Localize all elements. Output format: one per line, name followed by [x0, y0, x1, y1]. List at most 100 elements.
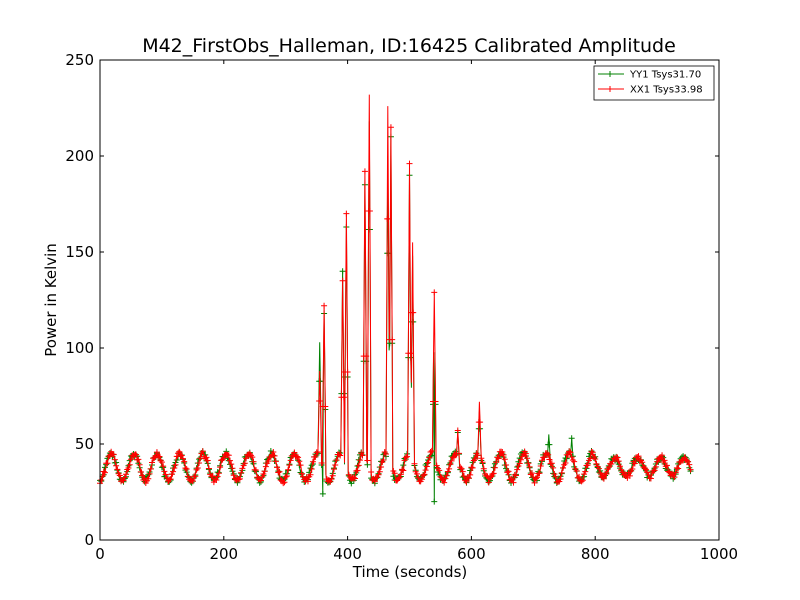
plot-area: 0 200 400 600 800 1000 0 50 100 150 200 250: [65, 51, 738, 563]
data-point: [333, 457, 340, 464]
y-tick-label: 0: [84, 531, 94, 549]
data-point: [415, 474, 422, 481]
data-point: [421, 471, 428, 478]
data-point: [685, 458, 692, 465]
data-point: [526, 463, 533, 470]
data-point: [568, 454, 575, 461]
x-tick-label: 800: [581, 545, 610, 563]
data-point: [153, 449, 160, 456]
data-point: [406, 160, 413, 167]
data-point: [151, 454, 158, 461]
data-point: [516, 460, 523, 467]
data-point: [664, 462, 671, 469]
data-point: [217, 464, 224, 471]
data-point: [339, 277, 346, 284]
data-point: [423, 463, 430, 470]
data-point: [229, 465, 236, 472]
data-point: [204, 457, 211, 464]
data-point: [230, 472, 237, 479]
data-point: [431, 289, 438, 296]
data-point: [110, 451, 117, 458]
data-point: [145, 475, 152, 482]
data-point: [505, 468, 512, 475]
data-point: [178, 452, 185, 459]
data-point: [318, 459, 325, 466]
data-point: [642, 466, 649, 473]
data-point: [517, 456, 524, 463]
y-tick-label: 200: [65, 147, 94, 165]
data-point: [534, 474, 541, 481]
data-point: [389, 336, 396, 343]
data-point: [125, 464, 132, 471]
data-point: [356, 457, 363, 464]
data-point: [364, 457, 371, 464]
data-point: [113, 462, 120, 469]
data-point: [437, 473, 444, 480]
data-point: [335, 451, 342, 458]
data-point: [368, 469, 375, 476]
data-point: [558, 469, 565, 476]
x-tick-label: 0: [95, 545, 105, 563]
data-point: [510, 479, 517, 486]
data-point: [181, 458, 188, 465]
data-point: [478, 455, 485, 462]
data-point: [308, 466, 315, 473]
data-point: [300, 473, 307, 480]
data-point: [552, 473, 559, 480]
data-point: [307, 465, 314, 472]
data-point: [683, 457, 690, 464]
data-point: [286, 462, 293, 469]
data-point: [426, 454, 433, 461]
data-point: [536, 470, 543, 477]
data-point: [205, 465, 212, 472]
chart-title: M42_FirstObs_Halleman, ID:16425 Calibrat…: [142, 35, 676, 57]
data-point: [593, 460, 600, 467]
tick-layer: 0 200 400 600 800 1000 0 50 100 150 200 250: [65, 51, 738, 563]
data-point: [265, 458, 272, 465]
data-point: [537, 462, 544, 469]
data-point: [615, 458, 622, 465]
data-point: [135, 456, 142, 463]
data-point: [184, 473, 191, 480]
data-point: [557, 475, 564, 482]
data-point: [483, 472, 490, 479]
data-point: [111, 456, 118, 463]
legend-marker-xx1: [607, 86, 613, 92]
data-point: [662, 463, 669, 470]
y-tick-label: 250: [65, 51, 94, 69]
data-point: [371, 478, 378, 485]
data-point: [400, 467, 407, 474]
data-point: [124, 466, 131, 473]
data-point: [550, 464, 557, 471]
data-point: [100, 468, 107, 475]
data-point: [446, 465, 453, 472]
data-point: [551, 471, 558, 478]
data-point: [378, 463, 385, 470]
data-point: [567, 449, 574, 456]
data-point: [250, 458, 257, 465]
data-point: [413, 470, 420, 477]
data-point: [465, 475, 472, 482]
data-point: [366, 207, 373, 214]
data-point: [274, 464, 281, 471]
data-point: [172, 461, 179, 468]
data-point: [443, 472, 450, 479]
legend-marker-yy1: [607, 71, 613, 77]
data-point: [486, 474, 493, 481]
data-point: [282, 473, 289, 480]
data-point: [399, 466, 406, 473]
data-point: [291, 449, 298, 456]
data-point: [470, 457, 477, 464]
data-point: [277, 477, 284, 484]
data-point: [490, 470, 497, 477]
data-point: [499, 449, 506, 456]
data-point: [454, 427, 461, 434]
data-point: [148, 459, 155, 466]
data-point: [215, 470, 222, 477]
data-point: [304, 478, 311, 485]
data-point: [122, 471, 129, 478]
data-point: [431, 498, 438, 505]
data-point: [156, 453, 163, 460]
data-point: [467, 471, 474, 478]
data-point: [681, 454, 688, 461]
